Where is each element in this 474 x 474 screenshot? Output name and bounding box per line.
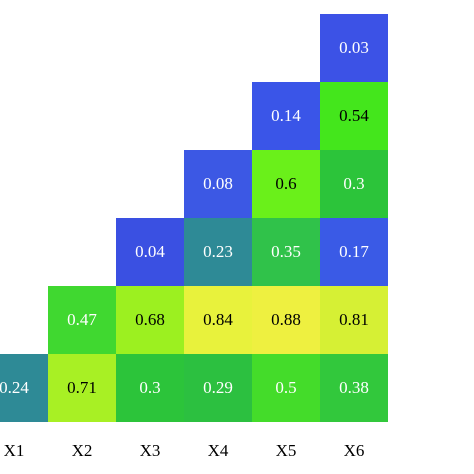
heatmap-cell xyxy=(320,218,388,286)
cell-value-label: 0.29 xyxy=(203,378,233,397)
heatmap-cell xyxy=(48,354,116,422)
cell-value-label: 0.35 xyxy=(271,242,301,261)
x-tick-label: X6 xyxy=(344,441,365,460)
cell-value-label: 0.84 xyxy=(203,310,233,329)
cell-value-label: 0.38 xyxy=(339,378,369,397)
heatmap-cell xyxy=(184,218,252,286)
cell-value-label: 0.81 xyxy=(339,310,369,329)
heatmap-cell xyxy=(116,286,184,354)
heatmap-cell xyxy=(0,354,48,422)
x-tick-label: X4 xyxy=(208,441,229,460)
cell-value-label: 0.24 xyxy=(0,378,29,397)
heatmap-cell xyxy=(252,286,320,354)
cell-value-label: 0.3 xyxy=(343,174,364,193)
heatmap-cell xyxy=(320,286,388,354)
cell-value-label: 0.88 xyxy=(271,310,301,329)
cell-value-label: 0.03 xyxy=(339,38,369,57)
heatmap-cell xyxy=(184,354,252,422)
cell-value-label: 0.5 xyxy=(275,378,296,397)
x-tick-label: X5 xyxy=(276,441,297,460)
cell-value-label: 0.23 xyxy=(203,242,233,261)
cell-value-label: 0.68 xyxy=(135,310,165,329)
cell-value-label: 0.71 xyxy=(67,378,97,397)
cell-value-label: 0.54 xyxy=(339,106,369,125)
heatmap-cell xyxy=(320,150,388,218)
heatmap-cell xyxy=(320,354,388,422)
cell-value-label: 0.47 xyxy=(67,310,97,329)
cell-value-label: 0.6 xyxy=(275,174,296,193)
x-tick-label: X1 xyxy=(4,441,25,460)
cell-value-label: 0.08 xyxy=(203,174,233,193)
cell-value-label: 0.3 xyxy=(139,378,160,397)
heatmap-cell xyxy=(320,14,388,82)
heatmap-cell xyxy=(48,286,116,354)
heatmap-cell xyxy=(252,218,320,286)
heatmap-cell xyxy=(252,150,320,218)
heatmap-cell xyxy=(116,354,184,422)
heatmap-cell xyxy=(320,82,388,150)
heatmap-cell xyxy=(184,286,252,354)
cell-value-label: 0.17 xyxy=(339,242,369,261)
cell-value-label: 0.14 xyxy=(271,106,301,125)
x-tick-label: X3 xyxy=(140,441,161,460)
x-tick-label: X2 xyxy=(72,441,93,460)
heatmap-cell xyxy=(184,150,252,218)
heatmap-cell xyxy=(252,82,320,150)
heatmap-cell xyxy=(116,218,184,286)
cell-value-label: 0.04 xyxy=(135,242,165,261)
heatmap-cell xyxy=(252,354,320,422)
